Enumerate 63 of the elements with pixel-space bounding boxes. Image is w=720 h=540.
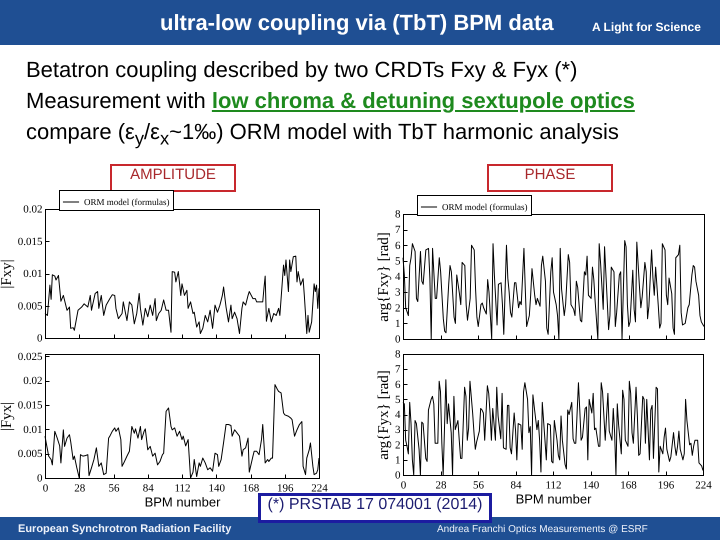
y-tick-label: 0 (395, 334, 401, 346)
y-tick-label: 0.015 (18, 400, 43, 412)
y-tick-label: 0.02 (23, 375, 42, 388)
y-tick-label: 5 (395, 255, 401, 268)
y-axis-title: |Fxy| (0, 259, 15, 289)
text: Measurement with (26, 88, 206, 113)
x-tick-label: 112 (545, 480, 562, 492)
text: European Synchrotron Radiation Facility (18, 523, 232, 535)
text: low chroma & detuning sextupole optics (212, 88, 635, 113)
y-tick-label: 0.005 (18, 448, 43, 460)
x-tick-label: 56 (108, 482, 120, 494)
x-tick-label: 168 (242, 482, 260, 494)
y-tick-label: 0.025 (18, 350, 43, 363)
y-tick-label: 3 (395, 424, 401, 436)
x-axis-title: BPM number (516, 492, 592, 506)
x-axis-title: BPM number (144, 494, 222, 510)
text: A Light for Science (592, 20, 701, 34)
y-tick-label: 0 (395, 470, 401, 482)
y-tick-label: 1 (395, 454, 400, 466)
text: ultra-low coupling via (TbT) BPM data (160, 10, 554, 36)
y-tick-label: 6 (395, 378, 401, 391)
text: AMPLITUDE (110, 164, 236, 192)
x-tick-label: 84 (510, 480, 522, 492)
x-tick-label: 196 (277, 482, 294, 494)
y-axis-title: arg{Fyx} [rad] (376, 370, 392, 460)
y-tick-label: 1 (395, 318, 400, 330)
y-tick-label: 2 (395, 302, 400, 314)
y-tick-label: 7 (395, 224, 401, 236)
y-axis-title: arg{Fxy} [rad] (376, 232, 392, 322)
y-tick-label: 8 (395, 348, 401, 360)
y-tick-label: 4 (395, 409, 401, 421)
y-tick-label: 5 (395, 394, 401, 406)
text: (*) PRSTAB 17 074001 (2014) (258, 493, 492, 523)
text: PHASE (487, 164, 613, 192)
text: Betatron coupling described by two CRDTs Fxy & Fyx (*) (26, 57, 578, 82)
y-tick-label: 8 (395, 208, 401, 220)
y-tick-label: 0.005 (18, 300, 43, 312)
y-tick-label: 7 (395, 364, 401, 376)
x-tick-label: 84 (142, 482, 154, 494)
y-tick-label: 0.01 (23, 424, 42, 436)
x-tick-label: 140 (208, 482, 226, 494)
y-tick-label: 0.01 (23, 268, 42, 280)
y-tick-label: 0.02 (23, 204, 42, 216)
x-tick-label: 28 (74, 482, 86, 494)
legend-label: ORM model (formulas) (84, 197, 170, 207)
y-tick-label: 2 (395, 439, 400, 452)
x-tick-label: 224 (695, 480, 712, 492)
y-tick-label: 0.015 (18, 236, 43, 248)
x-tick-label: 112 (174, 482, 191, 494)
x-tick-label: 56 (473, 480, 484, 492)
x-tick-label: 196 (658, 480, 675, 492)
text: Andrea Franchi Optics Measurements @ ESRF (437, 524, 648, 535)
y-tick-label: 0 (37, 332, 43, 344)
legend-label: ORM model (formulas) (442, 202, 528, 212)
x-tick-label: 224 (311, 482, 328, 494)
y-tick-label: 3 (395, 286, 401, 299)
y-axis-title: |Fyx| (0, 402, 15, 432)
x-tick-label: 140 (582, 480, 600, 492)
text: compare (ε$_{y}$/ε$_{x}$~1‰) ORM model with TbT harmonic analysis (26, 119, 619, 148)
y-tick-label: 4 (395, 271, 401, 283)
x-tick-label: 168 (620, 480, 638, 492)
y-tick-label: 6 (395, 240, 401, 252)
x-tick-label: 28 (436, 480, 447, 492)
